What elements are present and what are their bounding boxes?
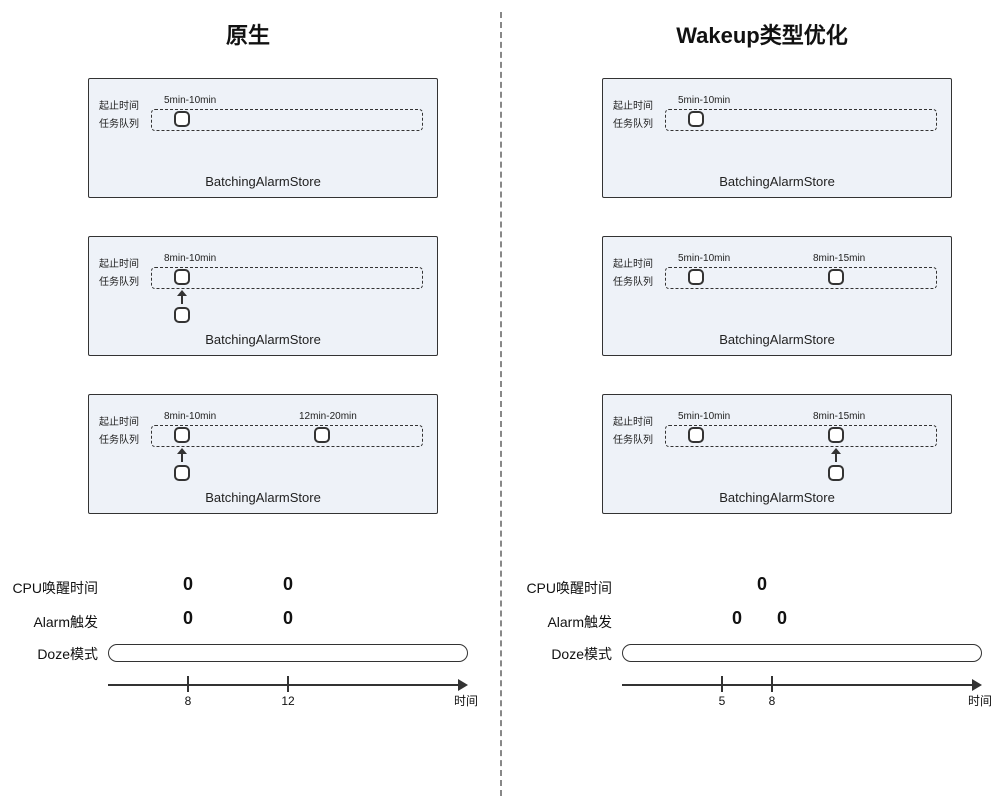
axis-tick [187, 676, 189, 692]
time-text: 8min-15min [813, 411, 865, 422]
vertical-divider [500, 12, 502, 796]
task-slot [174, 427, 190, 443]
task-incoming [174, 307, 190, 323]
store-name: BatchingAlarmStore [603, 332, 951, 347]
task-slot [688, 427, 704, 443]
arrow-up-icon [177, 290, 187, 304]
left-card-3: 起止时间 任务队列 8min-10min 12min-20min Batchin… [88, 394, 438, 514]
label-time: 起止时间 [99, 413, 139, 428]
right-card-1: 起止时间 任务队列 5min-10min BatchingAlarmStore [602, 78, 952, 198]
label-time: 起止时间 [613, 255, 653, 270]
store-name: BatchingAlarmStore [603, 490, 951, 505]
alarm-marker: 0 [183, 608, 193, 629]
task-slot [828, 427, 844, 443]
queue-box [665, 425, 937, 447]
store-name: BatchingAlarmStore [89, 174, 437, 189]
tick-label: 8 [769, 694, 776, 708]
right-card-3: 起止时间 任务队列 5min-10min 8min-15min Batching… [602, 394, 952, 514]
store-name: BatchingAlarmStore [603, 174, 951, 189]
right-card-2: 起止时间 任务队列 5min-10min 8min-15min Batching… [602, 236, 952, 356]
axis-tick [287, 676, 289, 692]
label-queue: 任务队列 [99, 273, 139, 288]
alarm-marker: 0 [732, 608, 742, 629]
right-title: Wakeup类型优化 [522, 18, 1000, 50]
label-time: 起止时间 [613, 97, 653, 112]
cpu-marker: 0 [183, 574, 193, 595]
time-axis: 5 8 时间 [622, 670, 982, 700]
task-slot [174, 269, 190, 285]
task-slot [828, 269, 844, 285]
label-queue: 任务队列 [613, 115, 653, 130]
task-incoming [174, 465, 190, 481]
task-incoming [828, 465, 844, 481]
axis-time-label: 时间 [968, 692, 992, 709]
left-timeline: CPU唤醒时间 0 0 Alarm触发 0 0 Doze模式 8 12 时间 [8, 560, 488, 800]
time-text: 5min-10min [678, 253, 730, 264]
left-card-2: 起止时间 任务队列 8min-10min BatchingAlarmStore [88, 236, 438, 356]
axis-tick [771, 676, 773, 692]
queue-box [151, 267, 423, 289]
time-text: 5min-10min [678, 95, 730, 106]
queue-box [151, 425, 423, 447]
label-queue: 任务队列 [613, 273, 653, 288]
queue-box [665, 267, 937, 289]
queue-box [665, 109, 937, 131]
alarm-trigger-label: Alarm触发 [8, 612, 98, 632]
tick-label: 5 [719, 694, 726, 708]
alarm-trigger-label: Alarm触发 [522, 612, 612, 632]
label-time: 起止时间 [99, 255, 139, 270]
axis-time-label: 时间 [454, 692, 478, 709]
label-queue: 任务队列 [99, 431, 139, 446]
arrow-right-icon [972, 679, 982, 691]
right-timeline: CPU唤醒时间 0 Alarm触发 0 0 Doze模式 5 8 时间 [522, 560, 1000, 800]
store-name: BatchingAlarmStore [89, 332, 437, 347]
time-text: 8min-10min [164, 411, 216, 422]
label-queue: 任务队列 [99, 115, 139, 130]
queue-box [151, 109, 423, 131]
time-text: 12min-20min [299, 411, 357, 422]
task-slot [688, 111, 704, 127]
cpu-marker: 0 [283, 574, 293, 595]
left-title: 原生 [8, 18, 488, 50]
time-text: 8min-15min [813, 253, 865, 264]
cpu-wake-label: CPU唤醒时间 [522, 578, 612, 598]
time-text: 5min-10min [164, 95, 216, 106]
label-time: 起止时间 [613, 413, 653, 428]
arrow-right-icon [458, 679, 468, 691]
left-column: 原生 起止时间 任务队列 5min-10min BatchingAlarmSto… [8, 0, 488, 808]
cpu-wake-label: CPU唤醒时间 [8, 578, 98, 598]
label-time: 起止时间 [99, 97, 139, 112]
left-card-1: 起止时间 任务队列 5min-10min BatchingAlarmStore [88, 78, 438, 198]
time-axis: 8 12 时间 [108, 670, 468, 700]
label-queue: 任务队列 [613, 431, 653, 446]
arrow-up-icon [831, 448, 841, 462]
alarm-marker: 0 [283, 608, 293, 629]
time-text: 5min-10min [678, 411, 730, 422]
arrow-up-icon [177, 448, 187, 462]
doze-bar [622, 644, 982, 662]
cpu-marker: 0 [757, 574, 767, 595]
tick-label: 8 [185, 694, 192, 708]
tick-label: 12 [281, 694, 294, 708]
task-slot [314, 427, 330, 443]
alarm-marker: 0 [777, 608, 787, 629]
axis-line [622, 684, 972, 686]
task-slot [688, 269, 704, 285]
store-name: BatchingAlarmStore [89, 490, 437, 505]
doze-mode-label: Doze模式 [8, 644, 98, 664]
axis-tick [721, 676, 723, 692]
axis-line [108, 684, 458, 686]
time-text: 8min-10min [164, 253, 216, 264]
task-slot [174, 111, 190, 127]
doze-mode-label: Doze模式 [522, 644, 612, 664]
doze-bar [108, 644, 468, 662]
right-column: Wakeup类型优化 起止时间 任务队列 5min-10min Batching… [522, 0, 1000, 808]
